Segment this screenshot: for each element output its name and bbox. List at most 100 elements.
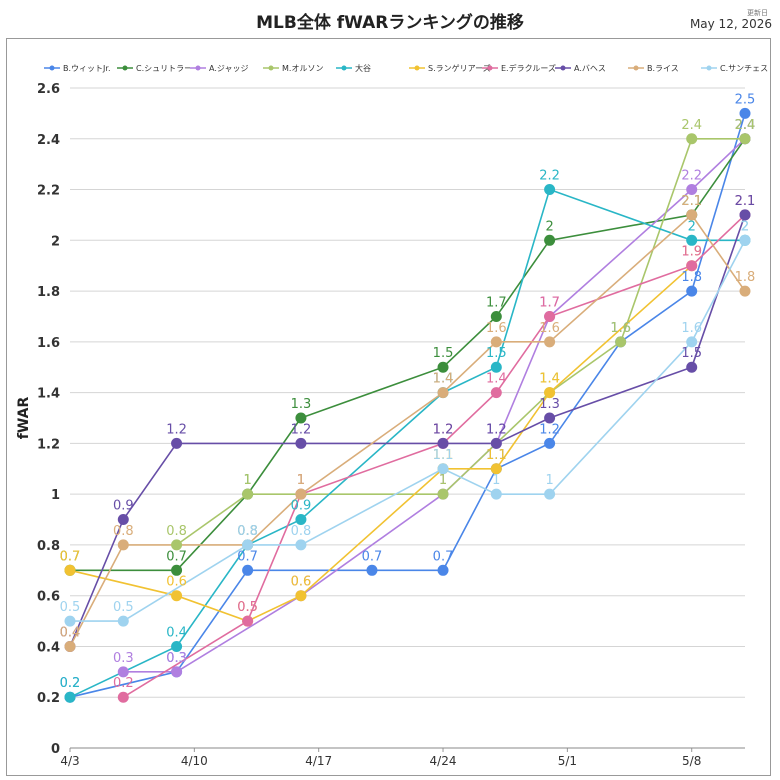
data-point [686,184,698,196]
x-tick-label: 5/8 [682,754,701,768]
data-point [64,564,76,576]
legend-marker [49,65,55,71]
data-label: 1.2 [291,422,312,437]
data-point [544,310,556,322]
data-label: 1.1 [433,448,454,463]
legend-item: B.ライス [628,64,679,73]
legend-item: A.バヘス [555,64,606,73]
data-point [686,133,698,145]
data-label: 0.4 [166,625,187,640]
data-label: 0.7 [166,549,187,564]
data-point [544,387,556,399]
data-label: 0.5 [237,600,258,615]
legend-label: 大谷 [355,63,371,73]
data-label: 1 [439,473,447,488]
data-point [437,437,449,449]
data-point [544,234,556,246]
data-label: 1.9 [681,245,702,260]
data-label: 1 [545,473,553,488]
legend-label: A.ジャッジ [209,64,248,73]
data-point [295,514,307,526]
data-point [64,691,76,703]
y-axis-label: fWAR [16,397,32,440]
data-point [242,564,254,576]
y-tick-label: 0.4 [37,640,60,655]
data-label: 0.8 [166,524,187,539]
y-tick-label: 2.4 [37,133,60,148]
legend-item: S.ランゲリアーズ [409,63,491,73]
data-point [437,488,449,500]
data-label: 1.6 [486,321,507,336]
data-label: 1.1 [486,448,507,463]
data-label: 1.1 [433,448,454,463]
legend-item: A.ジャッジ [190,64,248,73]
data-point [686,260,698,272]
data-point [64,615,76,627]
data-label: 0.5 [113,600,134,615]
data-label: 1 [243,473,251,488]
data-label: 2.4 [735,118,756,133]
data-point [686,234,698,246]
data-point [171,590,183,602]
data-label: 1.6 [610,321,631,336]
data-label: 1.3 [539,397,560,412]
data-label: 1 [439,473,447,488]
data-label: 2.1 [735,194,756,209]
legend-item: C.サンチェス [701,64,768,73]
chart-title: MLB全体 fWARランキングの推移 [256,13,524,33]
data-label: 0.6 [166,575,187,590]
data-label: 2.4 [735,118,756,133]
legend-label: C.シュリトラー [136,64,192,73]
data-label: 1 [297,473,305,488]
data-label: 1 [243,473,251,488]
data-label: 1.7 [486,295,507,310]
data-label: 0.8 [237,524,258,539]
data-point [117,666,129,678]
data-label: 2 [741,219,749,234]
data-point [686,209,698,221]
data-label: 0.2 [60,676,81,691]
legend-label: C.サンチェス [720,64,768,73]
y-tick-label: 1.8 [37,285,60,300]
data-label: 1.8 [681,270,702,285]
data-point [437,463,449,475]
data-label: 1.5 [486,346,507,361]
data-label: 2.2 [681,169,702,184]
data-point [739,133,751,145]
data-label: 0.9 [291,499,312,514]
legend-label: M.オルソン [282,64,323,73]
data-label: 0.8 [237,524,258,539]
series-line [69,113,746,698]
data-point [739,107,751,119]
legend-marker [633,65,639,71]
updated-label: 更新日 [747,9,768,17]
data-label: 1.6 [539,321,560,336]
legend-label: S.ランゲリアーズ [428,63,491,73]
legend-item: M.オルソン [263,64,323,73]
data-point [117,691,129,703]
data-labels: 0.2 0.3 0.7 0.7 0.7 1.1 1.2 1.6 1.8 2.5 0.7 0.7 1 1.3… [60,92,756,691]
data-point [544,336,556,348]
data-point [295,590,307,602]
data-label: 1.4 [433,372,454,387]
data-label: 0.8 [237,524,258,539]
data-label: 1.5 [433,346,454,361]
data-label: 2 [741,219,749,234]
data-label: 1.5 [681,346,702,361]
data-label: 1.9 [681,245,702,260]
data-label: 2.2 [539,169,560,184]
y-tick-label: 2.6 [37,82,60,97]
x-tick-label: 4/17 [305,754,332,768]
legend-marker [487,65,493,71]
data-point [171,539,183,551]
data-label: 0.2 [113,676,134,691]
legend-marker [560,65,566,71]
data-point [490,361,502,373]
legend-item: B.ウィットJr. [44,64,111,73]
data-point [490,463,502,475]
data-point [490,488,502,500]
y-tick-label: 0 [51,742,60,757]
data-label: 0.2 [60,676,81,691]
data-label: 1.6 [610,321,631,336]
